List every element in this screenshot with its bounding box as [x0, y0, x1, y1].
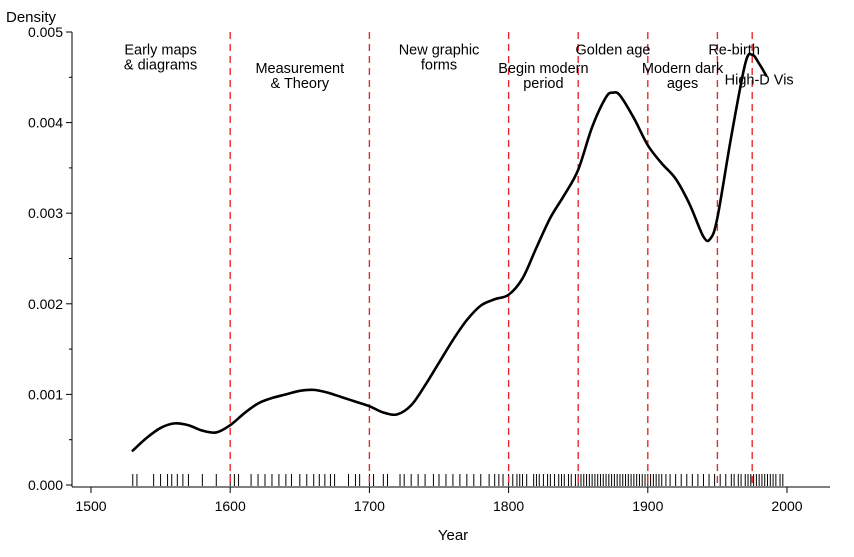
- y-tick-label: 0.000: [28, 477, 63, 493]
- x-tick-label: 2000: [771, 498, 802, 514]
- period-label-line: New graphic: [399, 43, 480, 59]
- x-axis-title: Year: [438, 527, 468, 544]
- y-tick-label: 0.004: [28, 115, 63, 131]
- period-label: Begin modern period: [498, 61, 588, 92]
- period-label-line: Measurement: [255, 61, 344, 77]
- y-tick-label: 0.001: [28, 386, 63, 402]
- period-label-line: Early maps: [124, 43, 197, 59]
- period-label-line: period: [523, 76, 563, 92]
- y-tick-label: 0.002: [28, 296, 63, 312]
- period-label-line: Modern dark: [642, 61, 724, 77]
- y-tick-label: 0.003: [28, 205, 63, 221]
- y-axis-title: Density: [6, 9, 57, 26]
- y-ticks: 0.000 0.001 0.002 0.003 0.004 0.005: [28, 24, 72, 493]
- density-curve: [131, 52, 768, 452]
- period-label-line: forms: [421, 58, 457, 74]
- period-label: Re-birth: [708, 43, 760, 59]
- period-label: High-D Vis: [725, 73, 794, 89]
- period-label: Measurement & Theory: [255, 61, 344, 92]
- x-tick-label: 1800: [493, 498, 524, 514]
- period-label-line: Re-birth: [708, 43, 760, 59]
- period-labels: Early maps & diagrams Measurement & Theory N…: [124, 43, 794, 92]
- period-boundary-lines: [229, 32, 753, 487]
- period-label-line: Golden age: [576, 43, 651, 59]
- rug-marks: [132, 474, 784, 486]
- y-tick-label: 0.005: [28, 24, 63, 40]
- period-label: Golden age: [576, 43, 651, 59]
- x-ticks: 1500 1600 1700 1800 1900 2000: [75, 487, 803, 514]
- period-label: New graphic forms: [399, 43, 480, 74]
- period-label-line: & diagrams: [124, 58, 197, 74]
- axes: [71, 32, 830, 488]
- x-tick-label: 1600: [215, 498, 246, 514]
- x-tick-label: 1500: [75, 498, 106, 514]
- x-tick-label: 1700: [354, 498, 385, 514]
- period-label: Modern dark ages: [642, 61, 724, 92]
- period-label-line: ages: [667, 76, 698, 92]
- period-label: Early maps & diagrams: [124, 43, 197, 74]
- period-label-line: High-D Vis: [725, 73, 794, 89]
- density-series: [131, 52, 768, 452]
- x-tick-label: 1900: [632, 498, 663, 514]
- period-label-line: Begin modern: [498, 61, 588, 77]
- period-label-line: & Theory: [271, 76, 330, 92]
